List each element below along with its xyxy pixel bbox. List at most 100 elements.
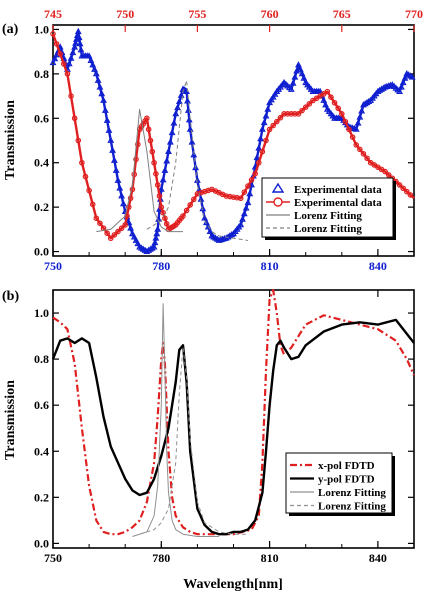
data-point-circle — [158, 204, 165, 210]
data-point-circle — [353, 142, 360, 148]
data-point-triangle — [399, 78, 407, 86]
data-point-triangle — [151, 238, 159, 246]
data-point-circle — [93, 215, 100, 222]
top-tick-label: 755 — [188, 7, 206, 21]
data-point-triangle — [287, 85, 295, 92]
data-point-circle — [342, 118, 349, 125]
data-point-triangle — [300, 74, 308, 81]
legend-label: Experimental data — [294, 197, 382, 209]
data-point-circle — [107, 235, 114, 242]
data-point-circle — [111, 232, 118, 238]
data-point-triangle — [365, 97, 373, 105]
data-point-triangle — [295, 61, 302, 68]
panel-a-legend-box — [261, 177, 394, 238]
top-tick-label: 760 — [261, 7, 279, 21]
data-point-triangle — [118, 192, 126, 199]
data-point-triangle — [188, 138, 196, 145]
data-point-triangle — [240, 209, 248, 217]
data-point-circle — [118, 225, 125, 232]
data-point-circle — [357, 146, 363, 153]
data-point-triangle — [67, 54, 75, 61]
data-point-triangle — [85, 52, 93, 59]
data-point-triangle — [103, 116, 111, 123]
data-point-triangle — [184, 97, 191, 104]
x-tick-label: 810 — [261, 551, 279, 565]
data-point-circle — [349, 134, 356, 140]
data-point-triangle — [322, 101, 329, 108]
data-point-circle — [259, 148, 266, 155]
data-point-circle — [241, 189, 248, 195]
data-point-triangle — [114, 176, 122, 183]
data-point-triangle — [352, 125, 360, 132]
x-tick-label: 840 — [369, 259, 387, 273]
data-point-triangle — [246, 189, 254, 197]
data-point-triangle — [109, 146, 116, 153]
data-point-circle — [288, 111, 295, 117]
data-point-triangle — [170, 119, 178, 126]
data-point-triangle — [152, 234, 160, 241]
data-point-triangle — [75, 33, 83, 41]
data-point-triangle — [354, 119, 362, 126]
data-point-circle — [71, 115, 78, 122]
data-point-triangle — [89, 61, 97, 68]
data-point-triangle — [260, 118, 268, 126]
data-point-circle — [270, 122, 277, 129]
data-point-circle — [160, 209, 166, 216]
legend-marker-circle — [273, 197, 283, 207]
data-point-circle — [163, 220, 170, 227]
data-point-triangle — [190, 151, 198, 158]
data-point-triangle — [401, 74, 409, 81]
data-point-circle — [135, 141, 141, 148]
data-point-triangle — [92, 70, 100, 77]
x-tick-label: 750 — [44, 551, 62, 565]
top-tick-label: 765 — [333, 7, 351, 21]
data-point-triangle — [244, 198, 252, 206]
data-point-triangle — [148, 244, 156, 251]
data-point-circle — [151, 159, 157, 166]
data-point-triangle — [153, 229, 161, 237]
data-point-triangle — [76, 40, 84, 47]
data-point-circle — [331, 99, 338, 106]
data-point-circle — [403, 188, 410, 195]
data-point-triangle — [237, 221, 245, 228]
data-point-triangle — [175, 97, 183, 105]
data-point-circle — [324, 88, 331, 95]
data-point-circle — [183, 207, 190, 214]
data-point-triangle — [119, 199, 127, 207]
data-point-triangle — [150, 243, 158, 250]
legend-marker-triangle — [271, 182, 285, 193]
data-point-circle — [302, 104, 309, 110]
data-point-circle — [115, 228, 121, 235]
data-point-triangle — [262, 112, 270, 119]
data-point-circle — [396, 182, 403, 188]
data-point-circle — [255, 159, 262, 166]
data-point-triangle — [94, 76, 102, 83]
data-point-triangle — [69, 48, 77, 56]
data-point-triangle — [168, 128, 176, 136]
data-point-triangle — [51, 55, 59, 62]
data-point-circle — [277, 114, 284, 121]
data-point-circle — [295, 111, 302, 117]
data-point-circle — [245, 183, 251, 189]
legend-label: y-pol FDTD — [318, 474, 375, 486]
x-tick-label: 750 — [44, 259, 62, 273]
data-point-circle — [190, 196, 197, 203]
data-point-circle — [86, 187, 92, 194]
data-point-circle — [180, 213, 186, 219]
series-line-1 — [51, 33, 415, 240]
data-point-circle — [126, 204, 132, 210]
data-point-circle — [274, 118, 280, 125]
series-line-2 — [96, 108, 183, 233]
data-point-triangle — [253, 153, 261, 161]
data-point-triangle — [396, 87, 403, 95]
data-point-triangle — [132, 236, 140, 243]
data-point-triangle — [248, 181, 255, 188]
data-point-triangle — [166, 138, 174, 145]
data-point-triangle — [157, 185, 165, 192]
data-point-circle — [145, 126, 152, 133]
data-point-circle — [266, 126, 273, 133]
data-point-triangle — [49, 58, 57, 66]
data-point-circle — [154, 182, 161, 188]
data-point-triangle — [116, 184, 124, 191]
